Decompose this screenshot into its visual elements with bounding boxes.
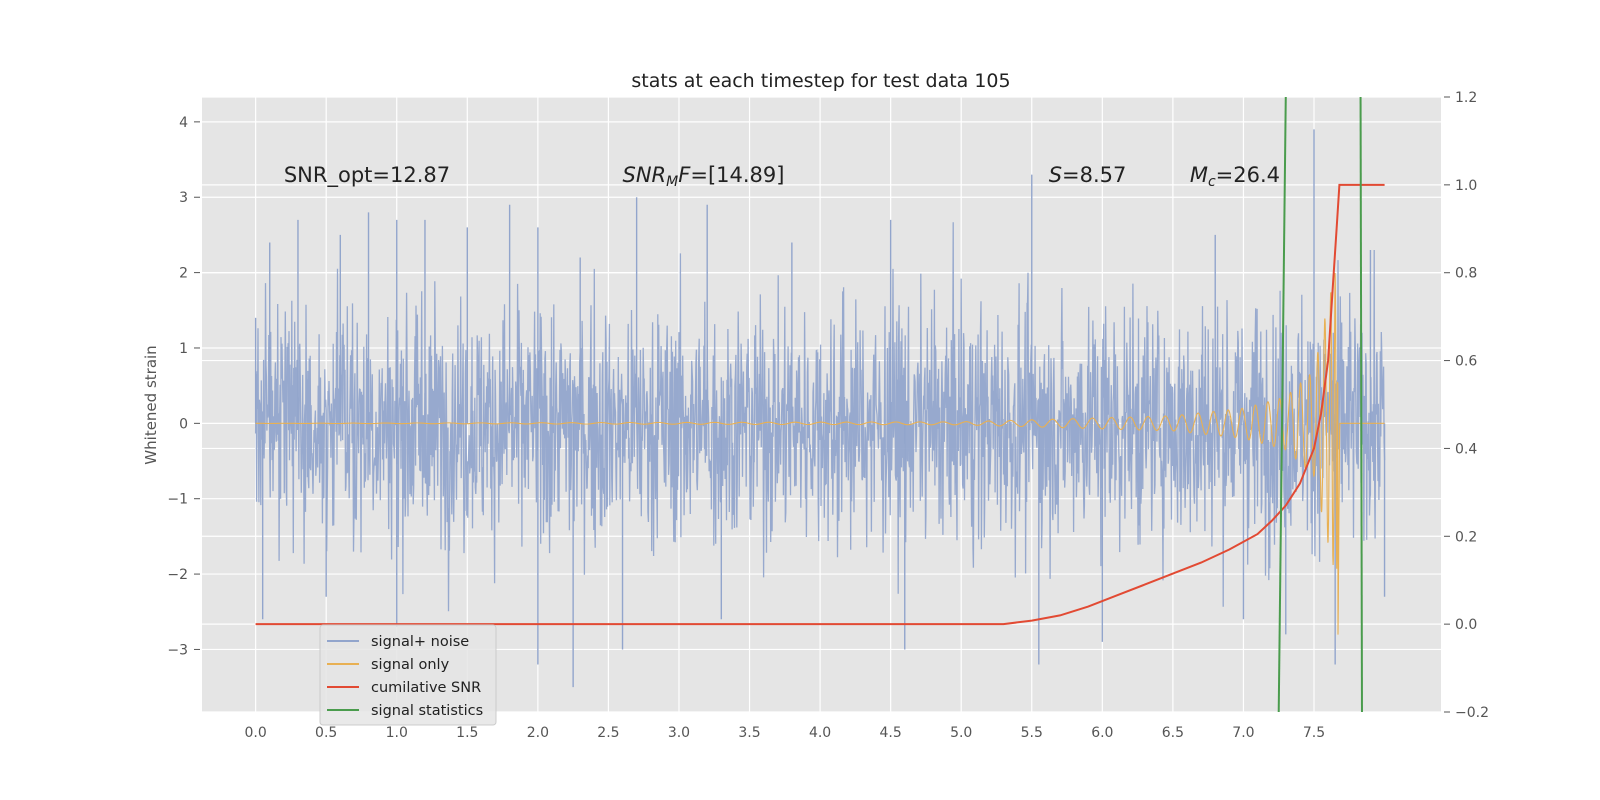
y-tick-label: 4 — [179, 115, 188, 131]
annotation-part: S — [1049, 163, 1062, 187]
signal-noise-series — [254, 129, 1386, 688]
x-tick-label: 6.0 — [1091, 725, 1113, 741]
legend-label: signal only — [371, 657, 450, 673]
annotation-part: M — [1190, 163, 1208, 187]
x-tick-label: 0.0 — [244, 725, 266, 741]
x-tick-label: 1.0 — [386, 725, 408, 741]
legend: signal+ noise signal only cumilative SNR si… — [319, 624, 497, 726]
annotation-text: S=8.57 — [1049, 163, 1127, 187]
x-tick-label: 7.0 — [1232, 725, 1254, 741]
chart-title: stats at each timestep for test data 105 — [631, 70, 1010, 92]
y2-tick-label: 0.2 — [1455, 529, 1477, 545]
annotation-text: Mc=26.4 — [1190, 163, 1280, 190]
annotation-part: c — [1208, 174, 1216, 190]
annotation-part: M — [666, 174, 678, 190]
y2-tick-label: 0.4 — [1455, 441, 1477, 457]
y2-tick-label: 1.2 — [1455, 90, 1477, 106]
annotation-text: SNR_opt=12.87 — [284, 163, 450, 188]
x-tick-label: 5.0 — [950, 725, 972, 741]
signal-statistics-series — [1277, 96, 1363, 713]
x-tick-label: 6.5 — [1162, 725, 1184, 741]
cumulative-snr-series — [255, 183, 1385, 626]
x-tick-label: 1.5 — [456, 725, 478, 741]
x-tick-label: 4.5 — [880, 725, 902, 741]
x-tick-label: 2.5 — [597, 725, 619, 741]
signal-noise-line — [254, 222, 1386, 612]
y2-tick-label: 0.6 — [1455, 354, 1477, 370]
y-tick-label: 1 — [179, 341, 188, 357]
y2-tick-label: 0.0 — [1455, 617, 1477, 633]
axes: 0.0 0.5 1.0 1.5 2.0 2.5 3.0 3.5 4.0 4.5 5.0 5.5 6.0 6… — [167, 90, 1489, 741]
annotation-part: =26.4 — [1216, 163, 1280, 187]
signal-statistics-line — [1277, 96, 1287, 713]
legend-label: signal statistics — [371, 703, 483, 719]
annotations: SNR_opt=12.87 SNRMF=[14.89] S=8.57 Mc=26.4 — [284, 163, 1280, 190]
x-tick-label: 4.0 — [809, 725, 831, 741]
signal-only-series — [255, 272, 1385, 635]
annotation-part: F — [678, 163, 691, 187]
x-tick-label: 3.0 — [668, 725, 690, 741]
signal-statistics-line — [1359, 96, 1363, 713]
y2-tick-label: −0.2 — [1455, 705, 1489, 721]
signal-only-line — [255, 272, 1385, 635]
x-tick-label: 3.5 — [738, 725, 760, 741]
annotation-part: SNR — [623, 163, 667, 187]
annotation-text: SNRMF=[14.89] — [623, 163, 785, 190]
y-tick-label: −1 — [167, 492, 188, 508]
y-tick-label: 3 — [179, 190, 188, 206]
x-tick-label: 2.0 — [527, 725, 549, 741]
y2-tick-label: 1.0 — [1455, 178, 1477, 194]
y-tick-label: 0 — [179, 416, 188, 432]
legend-label: cumilative SNR — [371, 680, 481, 696]
annotation-part: SNR_opt=12.87 — [284, 163, 450, 188]
y2-tick-label: 0.8 — [1455, 266, 1477, 282]
y-tick-label: −2 — [167, 567, 188, 583]
y-tick-label: −3 — [167, 642, 188, 658]
legend-box — [319, 624, 497, 726]
annotation-part: =8.57 — [1062, 163, 1126, 187]
y-axis-label: Whitened strain — [142, 345, 160, 464]
cumulative-snr-line — [255, 183, 1385, 626]
x-tick-label: 0.5 — [315, 725, 337, 741]
legend-label: signal+ noise — [371, 634, 469, 650]
y-tick-label: 2 — [179, 266, 188, 282]
annotation-part: =[14.89] — [690, 163, 784, 187]
x-tick-label: 7.5 — [1303, 725, 1325, 741]
x-tick-label: 5.5 — [1021, 725, 1043, 741]
